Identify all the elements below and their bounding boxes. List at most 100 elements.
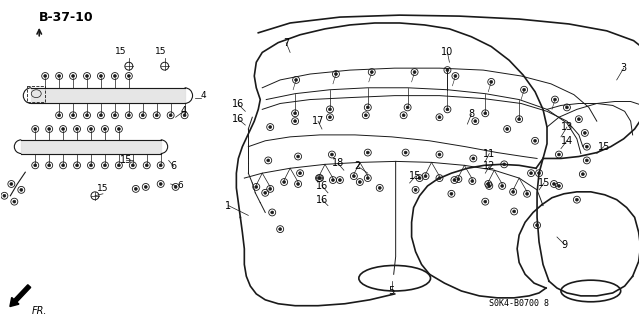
Circle shape [48,164,51,167]
Text: 7: 7 [283,38,289,48]
Circle shape [127,75,131,78]
Circle shape [513,210,516,213]
Circle shape [267,159,269,162]
Text: 10: 10 [442,48,454,57]
Circle shape [453,179,456,182]
Circle shape [581,173,584,176]
Circle shape [366,151,369,154]
Circle shape [446,108,449,111]
Circle shape [406,106,409,109]
Circle shape [575,198,579,201]
Circle shape [446,69,449,71]
Circle shape [104,128,106,130]
Circle shape [145,164,148,167]
Circle shape [104,164,106,167]
Circle shape [255,185,258,189]
Text: 15: 15 [598,142,610,152]
Circle shape [117,128,120,130]
Circle shape [534,139,536,142]
Circle shape [283,181,285,183]
Text: B-37-10: B-37-10 [39,11,94,24]
Circle shape [536,224,538,227]
Circle shape [86,114,88,117]
Circle shape [76,128,79,130]
Circle shape [529,172,532,175]
Circle shape [557,153,561,156]
Circle shape [319,177,321,180]
Text: 4: 4 [180,106,187,116]
Circle shape [330,153,333,156]
Text: 8: 8 [468,109,474,119]
Circle shape [299,172,301,175]
Text: S0K4-B0700 8: S0K4-B0700 8 [489,299,549,308]
Text: 15: 15 [155,48,166,56]
Circle shape [48,128,51,130]
Circle shape [141,114,144,117]
Circle shape [34,164,36,167]
Circle shape [156,114,158,117]
Circle shape [10,182,13,185]
Text: 1: 1 [225,201,232,211]
Text: 16: 16 [232,114,244,124]
Circle shape [90,164,93,167]
Circle shape [525,192,529,195]
Circle shape [484,200,487,203]
Circle shape [471,180,474,182]
Circle shape [457,178,460,181]
Circle shape [294,78,298,81]
Text: 4: 4 [200,91,206,100]
Circle shape [269,188,272,190]
Circle shape [269,126,272,129]
Circle shape [487,182,490,185]
FancyArrow shape [10,285,31,307]
Circle shape [317,177,321,180]
Text: 16: 16 [316,195,328,205]
Circle shape [61,128,65,130]
Text: 6: 6 [178,181,184,190]
Circle shape [472,157,475,160]
Circle shape [339,179,341,182]
Circle shape [271,211,274,214]
Text: 14: 14 [561,136,573,146]
Circle shape [366,106,369,109]
Circle shape [523,88,525,91]
Circle shape [454,75,457,78]
Circle shape [264,191,267,194]
Text: 17: 17 [312,116,324,126]
Text: 13: 13 [561,122,573,132]
Circle shape [294,112,296,115]
Text: 15: 15 [97,184,109,193]
Circle shape [402,114,405,117]
Bar [28,86,45,101]
Circle shape [518,118,520,121]
Circle shape [131,164,134,167]
Circle shape [72,114,75,117]
Circle shape [159,164,162,167]
Circle shape [413,70,416,74]
Circle shape [438,177,441,180]
Text: FR.: FR. [31,306,47,316]
Circle shape [174,185,177,189]
Text: 15: 15 [115,48,127,56]
Text: 3: 3 [621,63,627,73]
Circle shape [296,155,300,158]
Circle shape [424,175,427,178]
Circle shape [3,194,6,197]
Circle shape [366,177,369,180]
Circle shape [76,164,79,167]
Circle shape [490,80,493,83]
Circle shape [552,182,556,185]
Circle shape [586,159,588,162]
Circle shape [296,182,300,185]
Circle shape [90,128,93,130]
Text: 15: 15 [410,171,422,181]
Circle shape [13,200,16,203]
Circle shape [113,75,116,78]
Circle shape [113,114,116,117]
Text: 2: 2 [355,161,361,171]
Circle shape [565,106,568,109]
Circle shape [278,228,282,231]
Circle shape [418,177,421,180]
Circle shape [538,172,541,175]
Text: 15: 15 [120,155,132,166]
